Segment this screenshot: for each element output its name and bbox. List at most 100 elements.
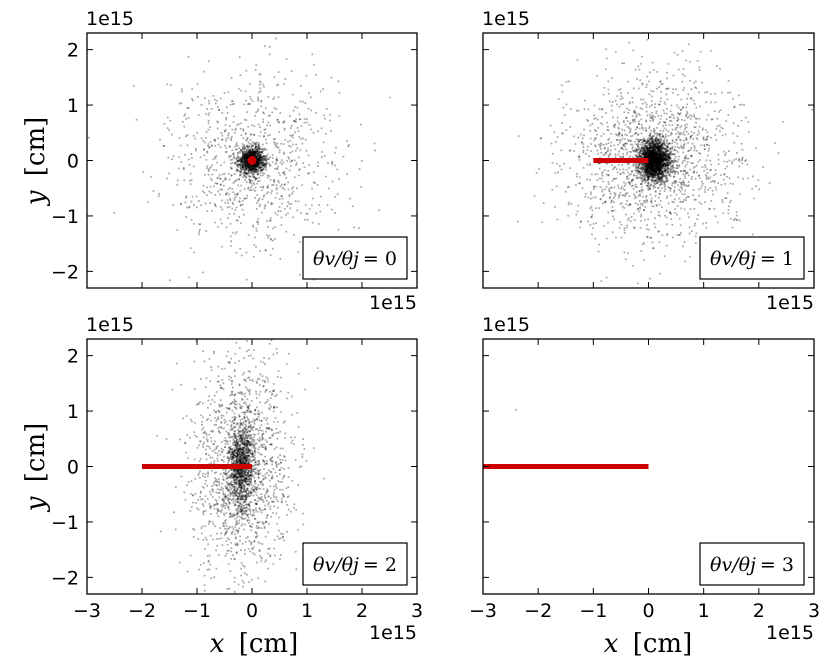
data-point <box>636 126 638 128</box>
data-point <box>258 157 260 160</box>
data-point <box>255 168 258 171</box>
data-point <box>258 250 261 252</box>
data-point <box>632 146 634 149</box>
data-point <box>254 147 257 149</box>
data-point <box>643 155 646 158</box>
data-point <box>235 195 238 198</box>
data-point <box>644 155 646 158</box>
data-point <box>650 160 652 163</box>
data-point <box>219 183 222 186</box>
data-point <box>641 156 643 159</box>
data-point <box>620 156 623 159</box>
data-point <box>262 150 264 152</box>
data-point <box>251 164 254 167</box>
data-point <box>202 140 205 142</box>
data-point <box>643 174 646 176</box>
data-point <box>655 179 657 182</box>
data-point <box>657 162 660 165</box>
data-point <box>653 172 656 175</box>
data-point <box>658 170 661 173</box>
data-point <box>659 149 661 151</box>
data-point <box>259 162 261 164</box>
data-point <box>262 83 265 86</box>
data-point <box>273 76 276 78</box>
data-point <box>656 143 659 145</box>
data-point <box>206 186 208 189</box>
data-point <box>256 165 259 167</box>
data-point <box>657 154 659 157</box>
data-point <box>649 153 652 155</box>
data-point <box>742 177 745 180</box>
data-point <box>621 171 624 173</box>
data-point <box>635 155 638 158</box>
data-point <box>663 141 665 144</box>
data-point <box>649 147 652 149</box>
data-point <box>721 201 724 203</box>
data-point <box>657 156 660 158</box>
data-point <box>659 157 661 159</box>
data-point <box>652 149 654 152</box>
data-point <box>596 74 598 77</box>
data-point <box>259 162 262 165</box>
data-point <box>638 171 640 173</box>
data-point <box>255 145 258 148</box>
data-point <box>206 210 209 212</box>
data-point <box>244 165 247 168</box>
data-point <box>239 204 242 207</box>
data-point <box>720 183 723 186</box>
data-point <box>654 157 657 159</box>
data-point <box>258 159 260 162</box>
data-point <box>684 175 686 177</box>
data-point <box>291 150 294 153</box>
data-point <box>243 154 245 156</box>
data-point <box>320 127 323 130</box>
data-point <box>637 145 639 148</box>
data-point <box>656 159 659 161</box>
data-point <box>651 145 654 148</box>
data-point <box>679 133 681 136</box>
data-point <box>240 184 243 187</box>
data-point <box>247 151 249 154</box>
data-point <box>652 163 655 166</box>
data-point <box>257 170 260 173</box>
data-point <box>650 159 652 162</box>
data-point <box>628 167 630 169</box>
data-point <box>226 106 228 109</box>
data-point <box>256 165 259 167</box>
data-point <box>655 151 658 154</box>
data-point <box>193 204 195 206</box>
data-point <box>667 202 670 205</box>
data-point <box>653 168 656 171</box>
data-point <box>292 143 294 146</box>
data-point <box>207 170 210 172</box>
data-point <box>648 166 651 168</box>
data-point <box>656 153 658 156</box>
data-point <box>660 160 663 163</box>
data-point <box>252 151 255 153</box>
data-point <box>660 157 663 159</box>
data-point <box>605 112 607 114</box>
data-point <box>648 149 650 152</box>
data-point <box>647 154 649 157</box>
data-point <box>661 234 664 236</box>
data-point <box>640 146 643 149</box>
data-point <box>655 170 657 173</box>
data-point <box>567 203 570 206</box>
data-point <box>664 121 667 123</box>
data-point <box>652 157 654 159</box>
data-point <box>614 124 617 126</box>
data-point <box>261 169 263 171</box>
data-point <box>262 186 264 189</box>
data-point <box>242 160 244 163</box>
data-point <box>233 157 235 159</box>
data-point <box>651 175 654 177</box>
data-point <box>685 106 687 109</box>
data-point <box>651 152 654 155</box>
data-point <box>647 150 649 153</box>
data-point <box>645 170 648 173</box>
data-point <box>602 93 605 96</box>
data-point <box>200 137 203 140</box>
data-point <box>676 116 679 119</box>
data-point <box>259 171 262 174</box>
data-point <box>236 160 239 162</box>
